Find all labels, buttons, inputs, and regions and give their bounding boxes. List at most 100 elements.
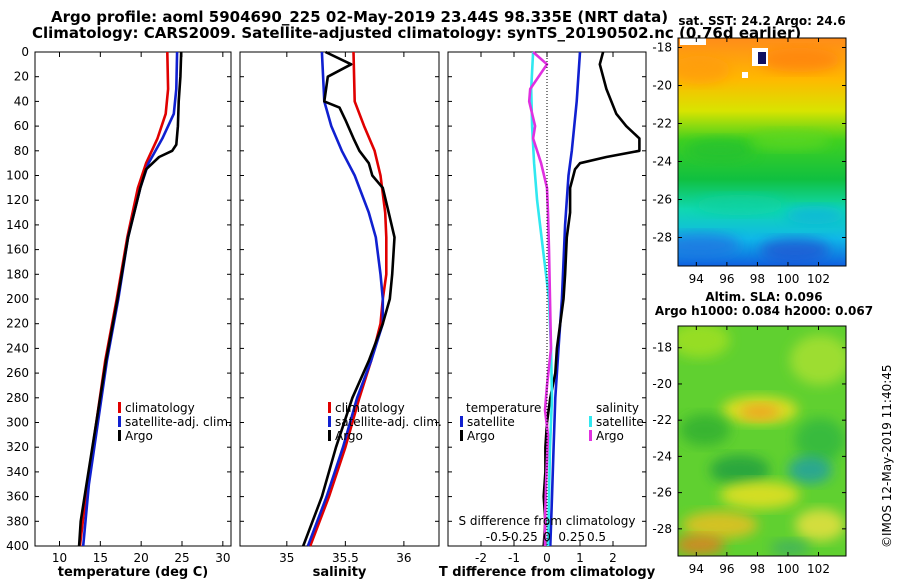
sla-texture (678, 326, 730, 358)
map-x-tick-label: 98 (750, 272, 765, 286)
sst-missing-patch (742, 72, 748, 78)
map-y-tick-label: -28 (652, 522, 672, 536)
x-tick-label: -1 (508, 551, 520, 565)
map-y-tick-label: -26 (652, 193, 672, 207)
depth-tick-label: 220 (6, 317, 29, 331)
copyright-label: ©IMOS 12-May-2019 11:40:45 (880, 364, 894, 548)
legend-label: Argo (596, 429, 624, 443)
depth-tick-label: 120 (6, 193, 29, 207)
map-y-tick-label: -22 (652, 413, 672, 427)
sst-texture (678, 233, 740, 257)
map-x-tick-label: 102 (807, 562, 830, 576)
sla-texture (682, 511, 758, 539)
x-tick-label: 35 (279, 551, 294, 565)
legend-swatch (460, 416, 463, 427)
depth-tick-label: 300 (6, 416, 29, 430)
s-tick-label: 0 (543, 530, 551, 544)
depth-tick-label: 40 (14, 94, 29, 108)
sla-texture (710, 455, 770, 485)
depth-tick-label: 160 (6, 243, 29, 257)
map-y-tick-label: -22 (652, 117, 672, 131)
legend-label: climatology (335, 401, 405, 415)
depth-tick-label: 280 (6, 391, 29, 405)
depth-tick-label: 240 (6, 341, 29, 355)
legend-label: satellite (467, 415, 515, 429)
sst-cloud-patch (758, 52, 766, 64)
x-tick-label: 15 (93, 551, 108, 565)
map-y-tick-label: -18 (652, 41, 672, 55)
plot-frame-temperature (34, 51, 232, 547)
series-line-t-argo (542, 51, 641, 547)
sst-texture (678, 56, 730, 84)
sst-missing-patch (680, 38, 706, 45)
legend-label: climatology (125, 401, 195, 415)
figure-title: Argo profile: aoml 5904690_225 02-May-20… (51, 8, 669, 26)
legend-label: Argo (125, 429, 153, 443)
x-axis-label: T difference from climatology (439, 565, 656, 580)
legend-swatch (118, 416, 121, 427)
legend-heading-salinity: salinity (596, 401, 639, 415)
legend-label: Argo (335, 429, 363, 443)
sst-texture (760, 238, 830, 262)
x-tick-label: 2 (609, 551, 617, 565)
map-x-tick-label: 94 (689, 272, 704, 286)
legend-swatch (589, 430, 592, 441)
depth-tick-label: 20 (14, 70, 29, 84)
x-tick-label: -2 (475, 551, 487, 565)
map-x-tick-label: 94 (689, 562, 704, 576)
sla-texture (790, 335, 846, 385)
x-tick-label: 20 (134, 551, 149, 565)
depth-tick-label: 260 (6, 366, 29, 380)
sst-texture (750, 130, 830, 150)
series-line-argo (77, 51, 183, 547)
legend-swatch (328, 430, 331, 441)
legend-label: satellite-adj. clim. (335, 415, 442, 429)
legend-swatch (460, 430, 463, 441)
map-x-tick-label: 96 (719, 562, 734, 576)
legend-swatch (118, 430, 121, 441)
x-axis-label: salinity (313, 565, 367, 580)
depth-tick-label: 380 (6, 514, 29, 528)
map-x-tick-label: 100 (777, 272, 800, 286)
depth-tick-label: 140 (6, 218, 29, 232)
depth-tick-label: 360 (6, 490, 29, 504)
depth-tick-label: 0 (21, 45, 29, 59)
depth-tick-label: 200 (6, 292, 29, 306)
map-y-tick-label: -24 (652, 155, 672, 169)
legend-swatch (328, 416, 331, 427)
series-line-satellite-adj-clim- (81, 51, 179, 547)
x-tick-label: 30 (215, 551, 230, 565)
sla-texture (678, 535, 725, 555)
sst-texture (760, 48, 840, 72)
depth-tick-label: 180 (6, 267, 29, 281)
series-line-argo (301, 50, 396, 547)
depth-tick-label: 340 (6, 465, 29, 479)
map-y-tick-label: -20 (652, 79, 672, 93)
sla-texture (680, 414, 730, 446)
plot-frame-salinity (239, 51, 440, 547)
sla-texture (795, 509, 845, 541)
sst-texture (785, 206, 845, 224)
s-tick-label: 0.5 (587, 530, 606, 544)
sst-map-title: sat. SST: 24.2 Argo: 24.6 (678, 14, 845, 28)
s-tick-label: 0.25 (558, 530, 585, 544)
map-frame-sst-map (677, 37, 847, 267)
series-line-s-argo (527, 51, 553, 546)
map-y-tick-label: -18 (652, 341, 672, 355)
map-y-tick-label: -26 (652, 486, 672, 500)
map-x-tick-label: 96 (719, 272, 734, 286)
sla-map-subtitle: Argo h1000: 0.084 h2000: 0.067 (655, 304, 873, 318)
s-axis-label: S difference from climatology (459, 514, 636, 528)
x-tick-label: 36 (396, 551, 411, 565)
depth-tick-label: 400 (6, 539, 29, 553)
map-y-tick-label: -28 (652, 231, 672, 245)
legend-label: Argo (467, 429, 495, 443)
depth-tick-label: 80 (14, 144, 29, 158)
sla-texture (740, 404, 780, 420)
x-tick-label: 10 (52, 551, 67, 565)
x-tick-label: 1 (576, 551, 584, 565)
map-y-tick-label: -24 (652, 449, 672, 463)
legend-swatch (328, 402, 331, 413)
sla-texture (788, 456, 832, 484)
sla-texture (720, 481, 800, 509)
